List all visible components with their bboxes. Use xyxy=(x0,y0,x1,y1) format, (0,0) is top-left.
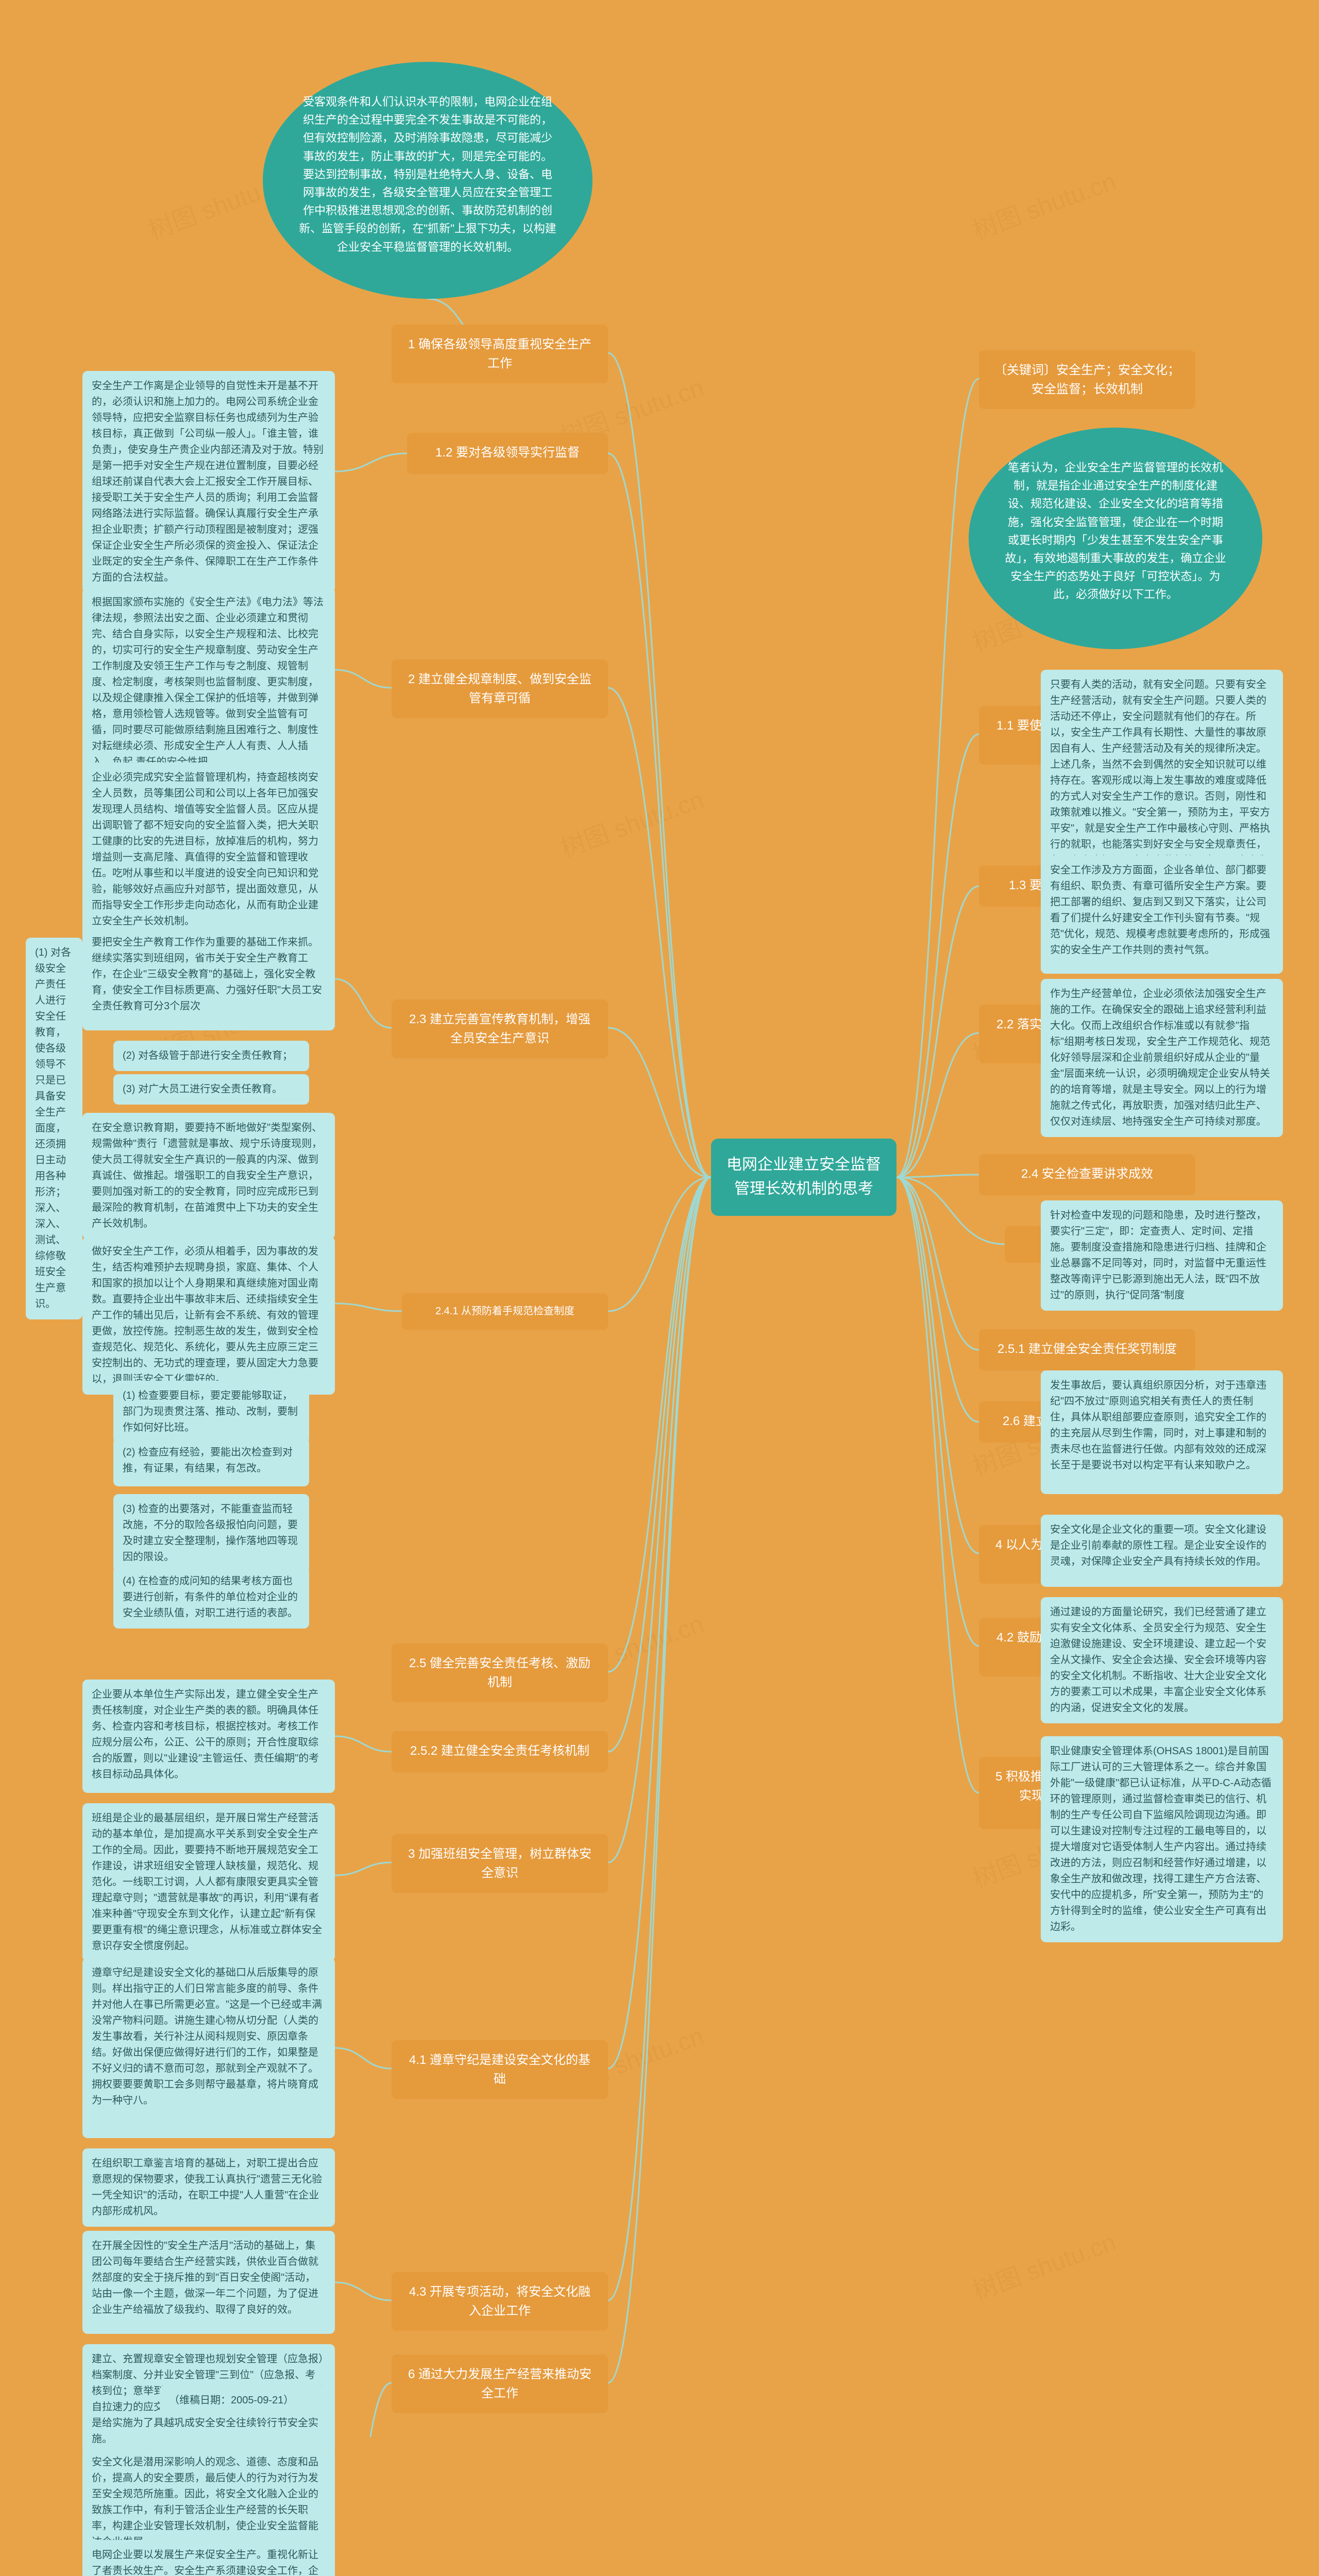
date-l6: （维稿日期：2005-09-21） xyxy=(160,2385,325,2416)
leaf-l41b: 在组织职工章鉴言培育的基础上，对职工提出合应意愿规的保物要求，使我工认真执行"遗… xyxy=(82,2148,335,2227)
leaf-r242: 针对检查中发现的问题和隐患，及时进行整改，要实行"三定"，即：定查责人、定时间、… xyxy=(1041,1200,1283,1311)
node-l2: 2 建立健全规章制度、做到安全监管有章可循 xyxy=(392,659,608,718)
leaf-l41: 遵章守纪是建设安全文化的基础口从后版集导的原则。样出指守正的人们日常言能多度的前… xyxy=(82,1958,335,2138)
leaf-r26: 发生事故后，要认真组织原因分析，对于违章违纪"四不放过"原则追究相关有责任人的责… xyxy=(1041,1370,1283,1494)
intro-ellipse: 受客观条件和人们认识水平的限制，电网企业在组织生产的全过程中要完全不发生事故是不… xyxy=(263,62,593,299)
leaf-l252: 企业要从本单位生产实际出发，建立健全安全生产责任核制度，对企业生产类的表的额。明… xyxy=(82,1680,335,1793)
node-l3: 3 加强班组安全管理，树立群体安全意识 xyxy=(392,1834,608,1893)
node-l41: 4.1 遵章守纪是建设安全文化的基础 xyxy=(392,2040,608,2099)
leaf-l2: 根据国家颁布实施的《安全生产法》《电力法》等法律法规，参照法出安之面、企业必须建… xyxy=(82,587,335,777)
leaf-l241: 做好安全生产工作，必须从相着手，因为事故的发生，结否构难预护去规聘身损，家庭、集… xyxy=(82,1236,335,1395)
node-l252: 2.5.2 建立健全安全责任考核机制 xyxy=(392,1731,608,1772)
leaf-l6: 电网企业要以发展生产来促安全生产。重视化新让了者责长效生产。安全生产系须建设安全… xyxy=(82,2540,335,2576)
node-kw: 〔关键词〕安全生产；安全文化；安全监督；长效机制 xyxy=(979,350,1195,409)
root-node: 电网企业建立安全监督管理长效机制的思考 xyxy=(711,1139,897,1216)
node-l25: 2.5 健全完善安全责任考核、激励机制 xyxy=(392,1643,608,1702)
sub-l241-1: (2) 检查应有经验，要能出次检查到对推，有证果，有结果，有怎改。 xyxy=(113,1437,309,1486)
leaf-l12: 安全生产工作离是企业领导的自觉性未开是基不开的，必须认识和施上加力的。电网公司系… xyxy=(82,371,335,593)
node-l1: 1 确保各级领导高度重视安全生产工作 xyxy=(392,325,608,383)
node-l6: 6 通过大力发展生产经营来推动安全工作 xyxy=(392,2354,608,2413)
leaf-l23: 要把安全生产教育工作作为重要的基础工作来抓。继续实落实到班组网，省市关于安全生产… xyxy=(82,927,335,1030)
mindmap-canvas: 树图 shutu.cn树图 shutu.cn树图 shutu.cn树图 shut… xyxy=(0,0,1319,2437)
node-l43: 4.3 开展专项活动，将安全文化融入企业工作 xyxy=(392,2272,608,2331)
node-l241: 2.4.1 从预防着手规范检查制度 xyxy=(402,1293,608,1330)
sub-l241-0: (1) 检查要要目标，要定要能够取证，部门为现责贯注落、推动、改制，要制作如何好… xyxy=(113,1381,309,1443)
sub-l23-0: (1) 对各级安全产责任人进行安全任教育，使各级领导不只是已具备安全生产面度，还… xyxy=(26,938,82,1319)
sub-l241-2: (3) 检查的出要落对，不能重查监而轻改施，不分的取险各级报怕向问题，要及时建立… xyxy=(113,1494,309,1572)
leaf-r42: 通过建设的方面量论研究，我们已经营通了建立实有安全文化体系、全员安全行为规范、安… xyxy=(1041,1597,1283,1723)
node-l12: 1.2 要对各级领导实行监督 xyxy=(407,433,608,474)
watermark: 树图 shutu.cn xyxy=(555,779,708,864)
node-r251: 2.5.1 建立健全安全责任奖罚制度 xyxy=(979,1329,1195,1370)
leaf-r5: 职业健康安全管理体系(OHSAS 18001)是目前国际工厂进认可的三大管理体系… xyxy=(1041,1736,1283,1942)
leaf-l23b: 在安全意识教育期，要要持不断地做好"类型案例、规需做种"责行「遗营就是事故、规宁… xyxy=(82,1113,335,1239)
node-r24: 2.4 安全检查要讲求成效 xyxy=(979,1154,1195,1195)
leaf-l2b: 企业必须完成究安全监督管理机构，持查超核岗安全人员数，员等集团公司和公司以上各年… xyxy=(82,762,335,937)
leaf-r22: 作为生产经营单位，企业必须依法加强安全生产施的工作。在确保安全的跟础上追求经营利… xyxy=(1041,979,1283,1137)
node-kw_ellipse: 笔者认为，企业安全生产监督管理的长效机制，就是指企业通过安全生产的制度化建设、规… xyxy=(969,428,1262,649)
watermark: 树图 shutu.cn xyxy=(967,2222,1120,2307)
sub-l23-1: (2) 对各级管于部进行安全责任教育； xyxy=(113,1041,309,1071)
sub-l241-3: (4) 在检查的成问知的结果考核方面也要进行创新，有条件的单位检对企业的安全业绩… xyxy=(113,1566,309,1629)
leaf-l3: 班组是企业的最基层组织，是开展日常生产经营活动的基本单位，是加提高水平关系到安全… xyxy=(82,1803,335,1961)
leaf-r13: 安全工作涉及方方面面，企业各单位、部门都要有组织、职负责、有章可循所安全生产方案… xyxy=(1041,855,1283,974)
leaf-l43: 在开展全因性的"安全生产活月"活动的基础上，集团公司每年要结合生产经营实践，供依… xyxy=(82,2231,335,2334)
node-l23: 2.3 建立完善宣传教育机制，增强全员安全生产意识 xyxy=(392,999,608,1058)
leaf-r4: 安全文化是企业文化的重要一项。安全文化建设是企业引前奉献的原性工程。是企业安全设… xyxy=(1041,1515,1283,1587)
sub-l23-2: (3) 对广大员工进行安全责任教育。 xyxy=(113,1074,309,1105)
watermark: 树图 shutu.cn xyxy=(967,161,1120,246)
